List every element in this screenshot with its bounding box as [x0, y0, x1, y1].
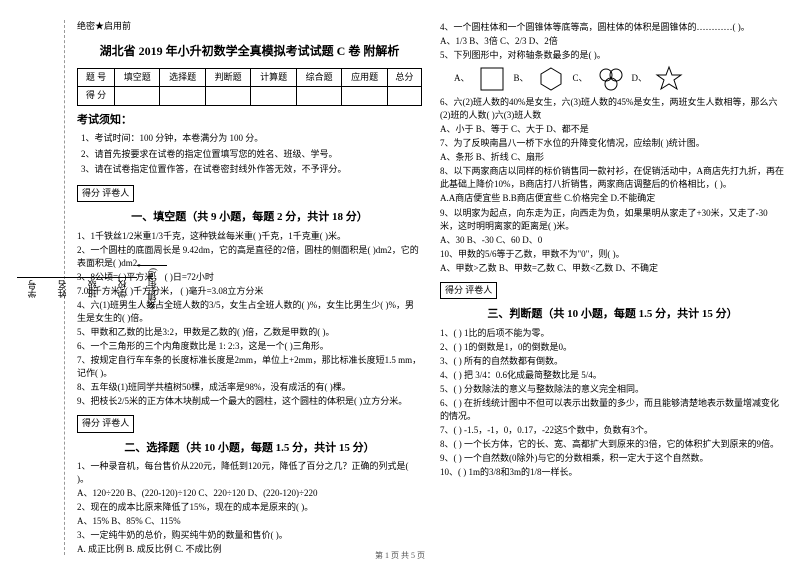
s1-q8: 8、五年级(1)班同学共植树50棵，成活率是98%，没有成活的有( )棵。: [77, 381, 422, 394]
s3-q7: 7、( ) -1.5，-1，0，0.17，-22这5个数中，负数有3个。: [440, 424, 785, 437]
opt-b-label: B、: [514, 72, 529, 86]
scorer-box-2: 得分 评卷人: [77, 415, 134, 433]
s2r-q8o: A.A商店便宜些 B.B商店便宜些 C.价格完全 D.不能确定: [440, 192, 785, 205]
s2r-q4: 4、一个圆柱体和一个圆锥体等底等高，圆柱体的体积是圆锥体的…………( )。: [440, 21, 785, 34]
field-xuehao: 学号: [17, 277, 47, 298]
s2-q2: 2、现在的成本比原来降低了15%，现在的成本是原来的( )。: [77, 501, 422, 514]
field-xiangzhen: 乡镇(街道): [137, 265, 167, 310]
shape-options: A、 B、 C、 D、: [454, 65, 785, 93]
s1-q9: 9、把枝长2/5米的正方体木块削成一个最大的圆柱，这个圆柱的体积是( )立方分米…: [77, 395, 422, 408]
s2r-q9o: A、30 B、-30 C、60 D、0: [440, 234, 785, 247]
s3-q8: 8、( ) 一个长方体，它的长、宽、高都扩大到原来的3倍，它的体积扩大到原来的9…: [440, 438, 785, 451]
notice-3: 3、请在试卷指定位置作答，在试卷密封线外作答无效，不予评分。: [77, 163, 422, 177]
s2r-q5: 5、下列图形中，对称轴条数最多的是( )。: [440, 49, 785, 62]
s2r-q8: 8、以下两家商店以同样的标价销售同一款衬衫，在促销活动中，A商店先打九折，再在此…: [440, 165, 785, 191]
hexagon-icon: [537, 65, 565, 93]
circles-icon: [596, 65, 624, 93]
s3-q10: 10、( ) 1m的3/8和3m的1/8一样长。: [440, 466, 785, 479]
s3-q1: 1、( ) 1比的后项不能为零。: [440, 327, 785, 340]
s2-q1o: A、120÷220 B、(220-120)÷120 C、220÷120 D、(2…: [77, 487, 422, 500]
s2r-q9: 9、以明家为起点，向东走为正，向西走为负，如果果明从家走了+30米，又走了-30…: [440, 207, 785, 233]
page-footer: 第 1 页 共 5 页: [0, 550, 800, 561]
exam-page: 学号 姓名 班级 学校 乡镇(街道) 绝密★启用前 湖北省 2019 年小升初数…: [0, 0, 800, 565]
content-area: 绝密★启用前 湖北省 2019 年小升初数学全真模拟考试试题 C 卷 附解析 题…: [65, 20, 785, 555]
s2-q1: 1、一种录音机，每台售价从220元，降低到120元，降低了百分之几？正确的列式是…: [77, 460, 422, 486]
square-icon: [478, 65, 506, 93]
field-xingming: 姓名: [47, 277, 77, 298]
s2r-q10: 10、甲数的5/6等于乙数，甲数不为"0"，则( )。: [440, 248, 785, 261]
s2r-q6: 6、六(2)班人数的40%是女生，六(3)班人数的45%是女生，两班女生人数相等…: [440, 96, 785, 122]
star-icon: [655, 65, 683, 93]
exam-title: 湖北省 2019 年小升初数学全真模拟考试试题 C 卷 附解析: [77, 42, 422, 60]
opt-a-label: A、: [454, 72, 470, 86]
s1-q7: 7、按规定自行车车条的长度标准长度是2mm，单位上+2mm，那比标准长度短1.5…: [77, 354, 422, 380]
s2-q2o: A、15% B、85% C、115%: [77, 515, 422, 528]
s2r-q10o: A、甲数>乙数 B、甲数=乙数 C、甲数<乙数 D、不确定: [440, 262, 785, 275]
s1-q2: 2、一个圆柱的底面周长是 9.42dm，它的高是直径的2倍，圆柱的侧面积是( )…: [77, 244, 422, 270]
opt-c-label: C、: [573, 72, 588, 86]
score-header-row: 题 号 填空题 选择题 判断题 计算题 综合题 应用题 总分: [78, 68, 422, 87]
field-banji: 班级: [77, 277, 107, 298]
score-table: 题 号 填空题 选择题 判断题 计算题 综合题 应用题 总分 得 分: [77, 68, 422, 106]
scorer-box-3: 得分 评卷人: [440, 282, 497, 300]
secret-label: 绝密★启用前: [77, 20, 422, 34]
score-value-row: 得 分: [78, 87, 422, 106]
s1-q1: 1、1千铁丝1/2米重1/3千克，这种铁丝每米重( )千克，1千克重( )米。: [77, 230, 422, 243]
s1-q4: 4、六(1)班男生人数占全班人数的3/5，女生占全班人数的( )%，女生比男生少…: [77, 299, 422, 325]
notice-2: 2、请首先按要求在试卷的指定位置填写您的姓名、班级、学号。: [77, 148, 422, 162]
s2-q3: 3、一定纯牛奶的总价，购买纯牛奶的数量和售价( )。: [77, 529, 422, 542]
s3-q2: 2、( ) 1的倒数是1，0的倒数是0。: [440, 341, 785, 354]
s2r-q4o: A、1/3 B、3倍 C、2/3 D、2倍: [440, 35, 785, 48]
s3-q3: 3、( ) 所有的自然数都有倒数。: [440, 355, 785, 368]
s3-q4: 4、( ) 把 3/4：0.6化成最简整数比是 5/4。: [440, 369, 785, 382]
s1-q6: 6、一个三角形的三个内角度数比是 1: 2:3，这是一个( )三角形。: [77, 340, 422, 353]
s2r-q6o: A、小于 B、等于 C、大于 D、都不是: [440, 123, 785, 136]
scorer-box-1: 得分 评卷人: [77, 185, 134, 203]
s3-q9: 9、( ) 一个自然数(0除外)与它的分数相乘，积一定大于这个自然数。: [440, 452, 785, 465]
s3-q5: 5、( ) 分数除法的意义与整数除法的意义完全相同。: [440, 383, 785, 396]
s2r-q7o: A、条形 B、折线 C、扇形: [440, 151, 785, 164]
s1-q5: 5、甲数和乙数的比是3:2，甲数是乙数的( )倍，乙数是甲数的( )。: [77, 326, 422, 339]
right-column: 4、一个圆柱体和一个圆锥体等底等高，圆柱体的体积是圆锥体的…………( )。 A、…: [440, 20, 785, 555]
opt-d-label: D、: [632, 72, 648, 86]
section3-title: 三、判断题（共 10 小题，每题 1.5 分，共计 15 分）: [440, 306, 785, 323]
field-xuexiao: 学校: [107, 277, 137, 298]
section1-title: 一、填空题（共 9 小题，每题 2 分，共计 18 分）: [77, 209, 422, 226]
s2r-q7: 7、为了反映南昌八一桥下水位的升降变化情况，应绘制( )统计图。: [440, 137, 785, 150]
s3-q6: 6、( ) 在折线统计图中不但可以表示出数量的多少，而且能够清楚地表示数量增减变…: [440, 397, 785, 423]
notice-1: 1、考试时间：100 分钟，本卷满分为 100 分。: [77, 132, 422, 146]
notice-title: 考试须知：: [77, 112, 422, 129]
section2-title: 二、选择题（共 10 小题，每题 1.5 分，共计 15 分）: [77, 440, 422, 457]
binding-margin: 学号 姓名 班级 学校 乡镇(街道): [15, 20, 65, 555]
